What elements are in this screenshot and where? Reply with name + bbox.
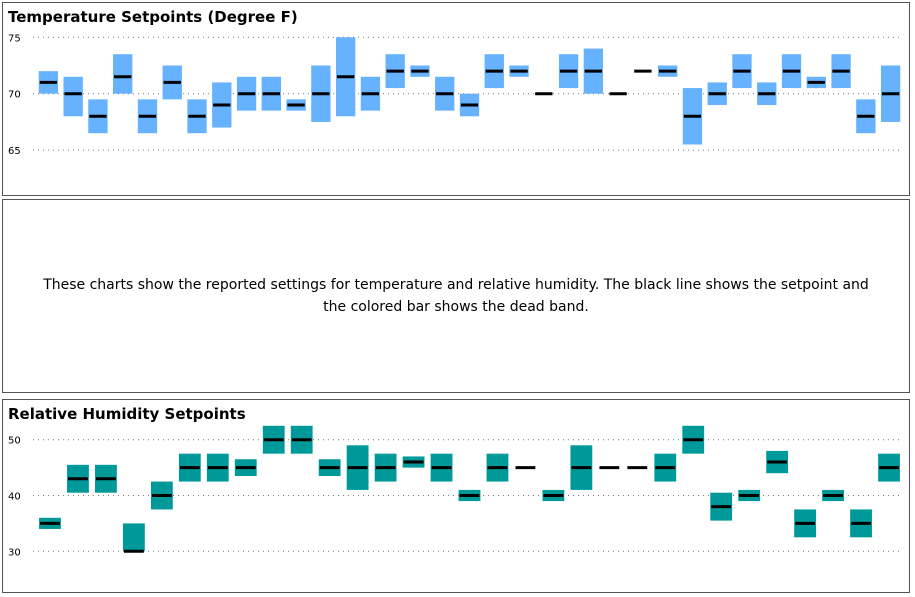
temperature-y-tick-label: 75 xyxy=(8,33,21,44)
description-panel: These charts show the reported settings … xyxy=(2,199,910,393)
temperature-chart-panel: Temperature Setpoints (Degree F) 65 70 75 xyxy=(2,2,910,196)
humidity-chart-panel: Relative Humidity Setpoints 30 40 50 xyxy=(2,399,910,593)
temperature-chart: 65 70 75 xyxy=(8,33,903,157)
description-text: These charts show the reported settings … xyxy=(43,277,869,315)
humidity-y-tick-label: 30 xyxy=(8,547,21,558)
humidity-y-tick-label: 50 xyxy=(8,436,21,447)
humidity-chart-title: Relative Humidity Setpoints xyxy=(8,405,246,423)
temperature-y-tick-label: 70 xyxy=(8,90,21,101)
temperature-y-tick-label: 65 xyxy=(8,146,21,157)
humidity-y-tick-label: 40 xyxy=(8,492,21,503)
temperature-deadband-bar xyxy=(63,76,83,117)
humidity-deadband-bar xyxy=(122,523,145,552)
temperature-deadband-bar xyxy=(113,54,133,94)
temperature-chart-title: Temperature Setpoints (Degree F) xyxy=(8,8,298,26)
humidity-chart: 30 40 50 xyxy=(8,425,903,558)
